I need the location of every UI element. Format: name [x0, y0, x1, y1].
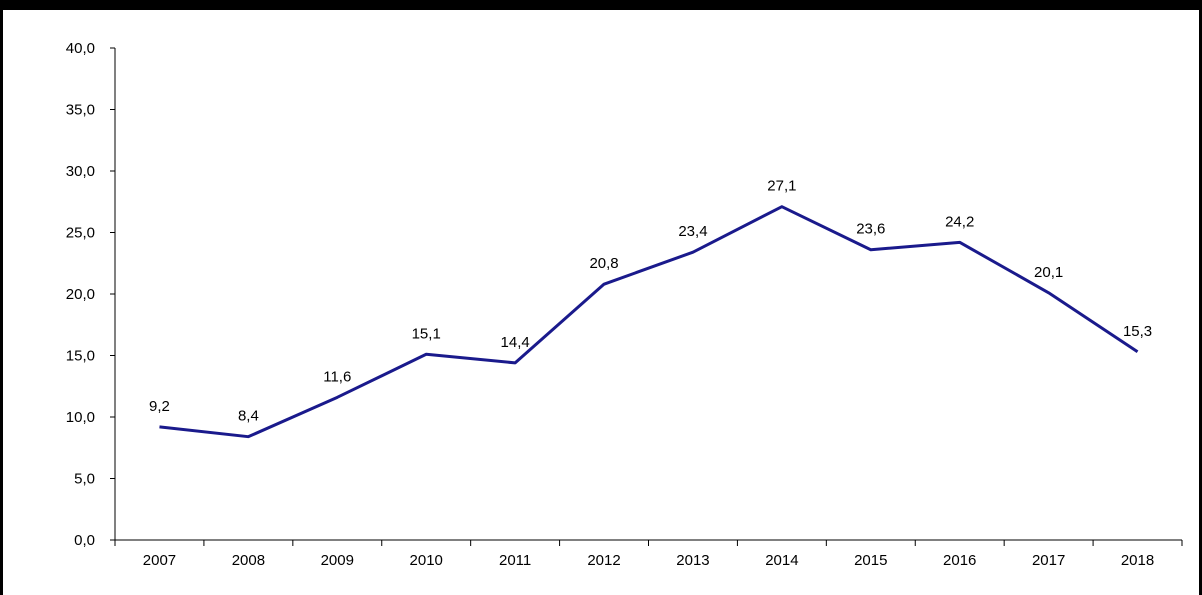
x-tick-label: 2009: [321, 552, 354, 569]
x-tick-label: 2012: [587, 552, 620, 569]
data-label: 23,4: [678, 223, 707, 240]
y-tick-label: 25,0: [66, 225, 95, 242]
data-label: 27,1: [767, 178, 796, 195]
x-tick-label: 2015: [854, 552, 887, 569]
x-tick-label: 2013: [676, 552, 709, 569]
x-tick-label: 2008: [232, 552, 265, 569]
data-label: 15,3: [1123, 323, 1152, 340]
y-tick-label: 40,0: [66, 40, 95, 57]
x-tick-label: 2014: [765, 552, 798, 569]
x-tick-label: 2011: [499, 552, 531, 569]
x-tick-label: 2018: [1121, 552, 1154, 569]
x-tick-label: 2017: [1032, 552, 1065, 569]
left-border: [0, 0, 3, 595]
data-label: 15,1: [412, 325, 441, 342]
data-label: 11,6: [323, 368, 351, 385]
series-line: [159, 205, 1139, 439]
data-label: 20,8: [589, 255, 618, 272]
y-tick-label: 15,0: [66, 348, 95, 365]
x-tick-label: 2007: [143, 552, 176, 569]
y-tick-label: 10,0: [66, 409, 95, 426]
data-label: 23,6: [856, 221, 885, 238]
x-tick-label: 2016: [943, 552, 976, 569]
y-tick-label: 20,0: [66, 286, 95, 303]
y-tick-label: 0,0: [74, 532, 95, 549]
data-label: 24,2: [945, 213, 974, 230]
x-tick-label: 2010: [410, 552, 443, 569]
data-label: 9,2: [149, 398, 170, 415]
top-border: [0, 0, 1202, 10]
y-tick-label: 35,0: [66, 102, 95, 119]
data-label: 20,1: [1034, 264, 1063, 281]
data-label: 8,4: [238, 408, 259, 425]
right-border: [1199, 0, 1202, 595]
data-label: 14,4: [501, 334, 530, 351]
y-tick-label: 30,0: [66, 163, 95, 180]
y-tick-label: 5,0: [74, 471, 95, 488]
